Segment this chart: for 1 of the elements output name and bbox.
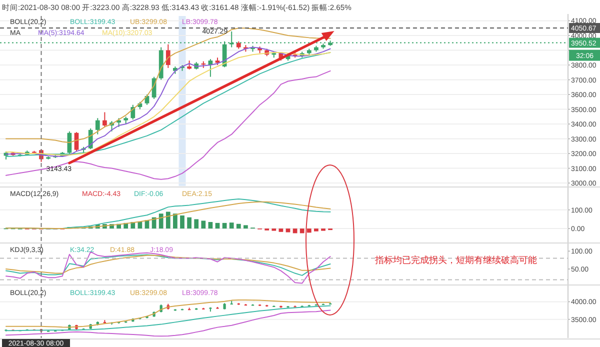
text: 指标均已完成拐头，短期有继续破高可能	[374, 255, 537, 266]
